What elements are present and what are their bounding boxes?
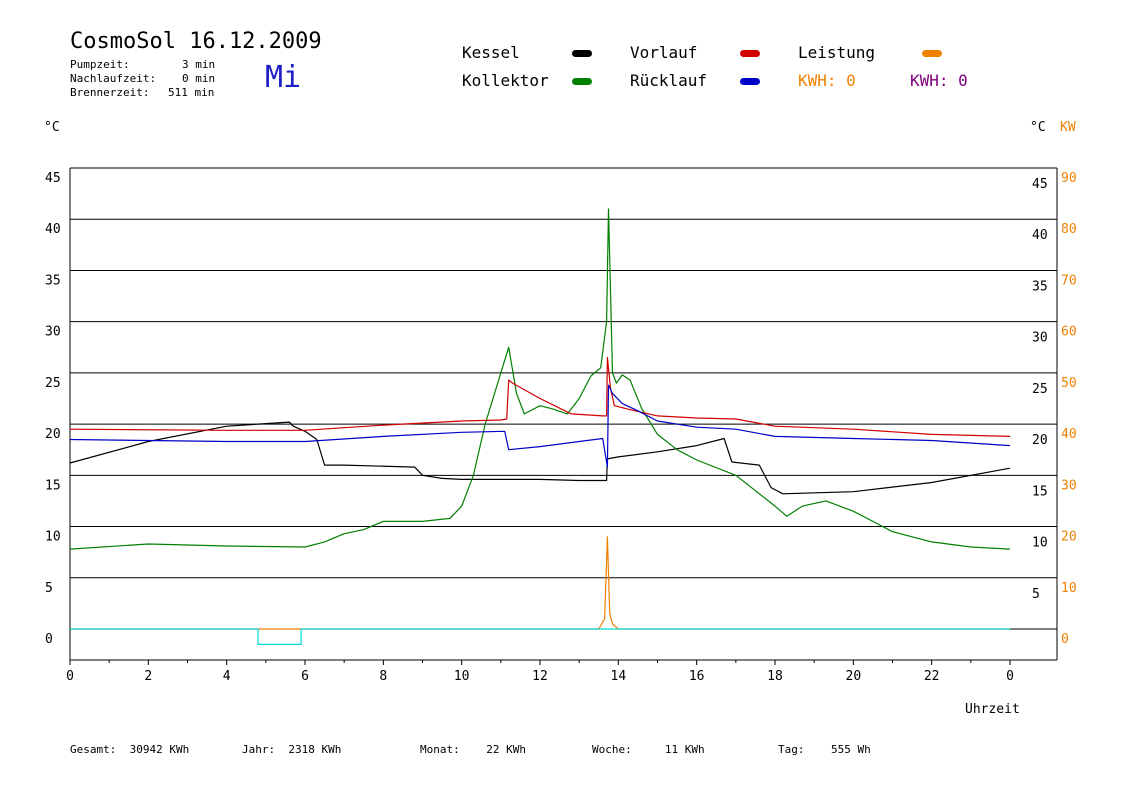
y-left-tick-label: 20 [45,427,61,442]
y-right-kw-tick-label: 60 [1061,325,1077,340]
x-tick-label: 8 [379,669,387,684]
chart-series [69,208,1011,646]
y-right-celsius-tick-label: 35 [1032,279,1048,294]
y-right-celsius-tick-label: 20 [1032,433,1048,448]
y-right-celsius-tick-label: 40 [1032,228,1048,243]
y-left-tick-label: 0 [45,632,53,647]
y-right-celsius-tick-label: 5 [1032,587,1040,602]
legend-kessel-label: Kessel [462,43,520,62]
weekday-label: Mi [265,60,302,95]
legend-kollektor-swatch [572,78,592,85]
y-left-tick-label: 45 [45,171,61,186]
x-tick-label: 18 [767,669,783,684]
legend-leistung-label: Leistung [798,43,876,62]
footer-tag: Tag: 555 Wh [778,743,871,756]
series-line-kessel [69,421,1011,495]
legend-leistung-swatch [922,50,942,57]
legend-ruecklauf-label: Rücklauf [630,71,708,90]
y-right-kw-tick-label: 50 [1061,376,1077,391]
x-tick-label: 0 [1006,669,1014,684]
right-axis-unit-kw: KW [1060,120,1076,135]
series-line-rcklauf [69,384,1011,468]
legend-ruecklauf-swatch [740,78,760,85]
x-axis-label: Uhrzeit [965,702,1020,717]
chart-title: CosmoSol 16.12.2009 [70,29,322,54]
footer-gesamt: Gesamt: 30942 KWh [70,743,190,756]
stat-nachlaufzeit-value: 0 min [182,72,216,85]
legend-vorlauf-label: Vorlauf [630,43,698,62]
series-line-vorlauf [69,356,1011,437]
y-left-tick-label: 40 [45,222,61,237]
stat-brennerzeit-label: Brennerzeit: [70,86,150,99]
y-right-kw-tick-label: 0 [1061,632,1069,647]
x-tick-label: 16 [689,669,705,684]
right-axis-unit-celsius: °C [1030,120,1046,135]
stat-pumpzeit-value: 3 min [182,58,216,71]
y-right-kw-tick-label: 80 [1061,222,1077,237]
x-tick-label: 10 [454,669,470,684]
x-tick-label: 14 [611,669,627,684]
legend-kessel-swatch [572,50,592,57]
x-tick-label: 22 [924,669,940,684]
y-right-kw-tick-label: 40 [1061,427,1077,442]
legend-vorlauf-swatch [740,50,760,57]
y-right-kw-tick-label: 70 [1061,273,1077,288]
y-left-tick-label: 5 [45,581,53,596]
x-tick-label: 0 [66,669,74,684]
left-axis-unit: °C [44,120,60,135]
y-left-tick-label: 15 [45,478,61,493]
x-tick-label: 20 [846,669,862,684]
x-tick-label: 4 [223,669,231,684]
footer-woche: Woche: 11 KWh [592,743,705,756]
chart-grid [69,167,1058,661]
y-right-celsius-tick-label: 15 [1032,484,1048,499]
stat-nachlaufzeit-label: Nachlaufzeit: [70,72,157,85]
footer-jahr: Jahr: 2318 KWh [242,743,342,756]
y-right-kw-tick-label: 30 [1061,478,1077,493]
y-right-kw-tick-label: 20 [1061,530,1077,545]
y-left-tick-label: 35 [45,273,61,288]
series-line-leistung [70,536,1010,630]
y-right-kw-tick-label: 90 [1061,171,1077,186]
stat-brennerzeit-value: 511 min [168,86,215,99]
x-tick-label: 6 [301,669,309,684]
y-right-kw-tick-label: 10 [1061,581,1077,596]
y-right-celsius-tick-label: 45 [1032,177,1048,192]
y-left-tick-label: 10 [45,530,61,545]
x-tick-label: 12 [532,669,548,684]
y-left-tick-label: 30 [45,325,61,340]
series-line-pumpe [70,628,1010,646]
legend-kollektor-label: Kollektor [462,71,549,90]
chart-ticks: 4540353025201510504540353025201510590807… [45,171,1077,684]
y-right-celsius-tick-label: 25 [1032,382,1048,397]
y-left-tick-label: 25 [45,376,61,391]
legend-kwh-total: KWH: 0 [910,71,968,90]
stat-pumpzeit-label: Pumpzeit: [70,58,130,71]
legend-kwh-leistung: KWH: 0 [798,71,856,90]
y-right-celsius-tick-label: 10 [1032,536,1048,551]
series-line-kollektor [69,208,1011,550]
y-right-celsius-tick-label: 30 [1032,331,1048,346]
x-tick-label: 2 [144,669,152,684]
footer-monat: Monat: 22 KWh [420,743,526,756]
